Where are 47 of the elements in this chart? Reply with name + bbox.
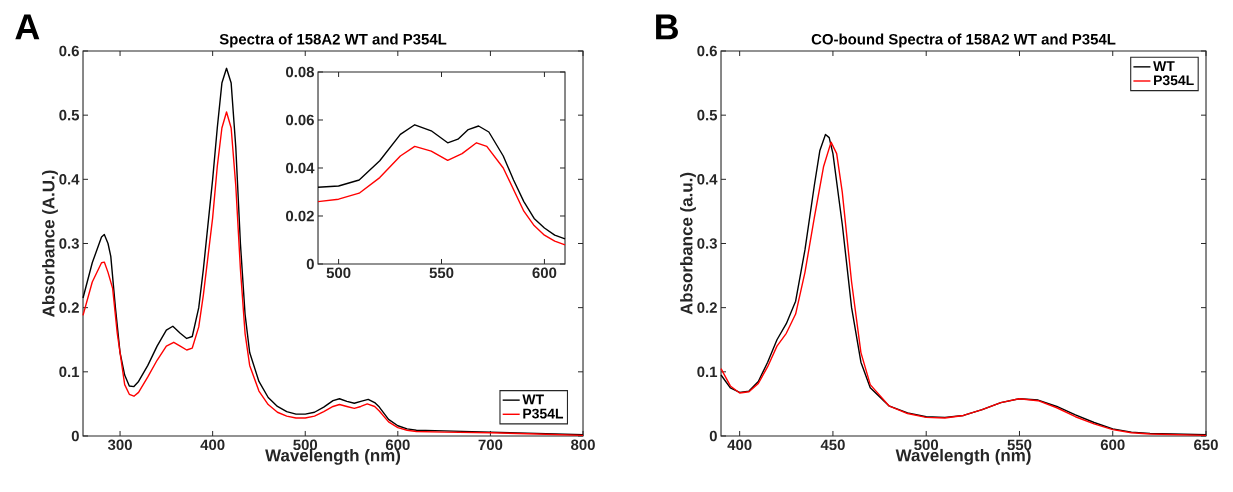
- x-tick-label: 500: [914, 439, 939, 451]
- chart-title: CO-bound Spectra of 158A2 WT and P354L: [811, 33, 1116, 48]
- x-tick-label: 300: [107, 439, 132, 451]
- y-tick-label: 0.6: [59, 45, 79, 57]
- x-tick-label: 550: [1007, 439, 1032, 451]
- x-tick-label: 400: [727, 439, 752, 451]
- y-axis-title: Absorbance (a.u.): [680, 172, 696, 315]
- y-tick-label: 0: [71, 430, 79, 442]
- y-tick-label: 0: [709, 430, 717, 442]
- line-series: [317, 124, 566, 240]
- y-tick-label: 0.08: [286, 66, 315, 78]
- x-tick-label: 600: [385, 439, 410, 451]
- y-tick-label: 0.5: [697, 109, 718, 121]
- y-tick-label: 0.06: [286, 114, 314, 126]
- y-tick-label: 0.2: [59, 302, 79, 313]
- y-tick-label: 0.02: [286, 210, 314, 222]
- x-tick-label: 550: [429, 267, 454, 279]
- y-tick-label: 0.5: [59, 109, 80, 121]
- x-tick-label: 600: [532, 267, 557, 279]
- text: A: [15, 14, 40, 40]
- x-tick-label: 800: [571, 439, 595, 451]
- y-axis-title: Absorbance (A.U.): [42, 170, 58, 317]
- y-tick-label: 0.04: [286, 162, 315, 174]
- y-tick-label: 0.1: [59, 366, 80, 378]
- x-tick-label: 500: [326, 267, 351, 279]
- x-tick-label: 400: [200, 439, 225, 451]
- y-tick-label: 0.3: [59, 238, 79, 249]
- y-tick-label: 0.3: [697, 238, 717, 249]
- chart-title: Spectra of 158A2 WT and P354L: [219, 33, 447, 48]
- legend-label: WT: [1153, 61, 1175, 71]
- legend-label: P354L: [523, 408, 564, 419]
- x-tick-label: 500: [293, 439, 318, 451]
- legend-label: WT: [522, 394, 544, 405]
- text: B: [656, 14, 678, 40]
- y-tick-label: 0.6: [697, 45, 717, 57]
- x-axis-title: Wavelength (nm): [895, 448, 1031, 465]
- y-tick-label: 0.4: [697, 174, 718, 185]
- y-tick-label: 0.1: [697, 366, 718, 378]
- legend-label: P354L: [1154, 75, 1194, 86]
- x-tick-label: 450: [820, 439, 845, 451]
- y-tick-label: 0.4: [59, 174, 80, 185]
- x-tick-label: 650: [1194, 439, 1218, 451]
- y-tick-label: 0.2: [697, 302, 717, 313]
- y-tick-label: 0: [306, 258, 314, 270]
- x-axis-title: Wavelength (nm): [265, 448, 401, 465]
- x-tick-label: 600: [1100, 439, 1125, 451]
- x-tick-label: 700: [478, 439, 503, 451]
